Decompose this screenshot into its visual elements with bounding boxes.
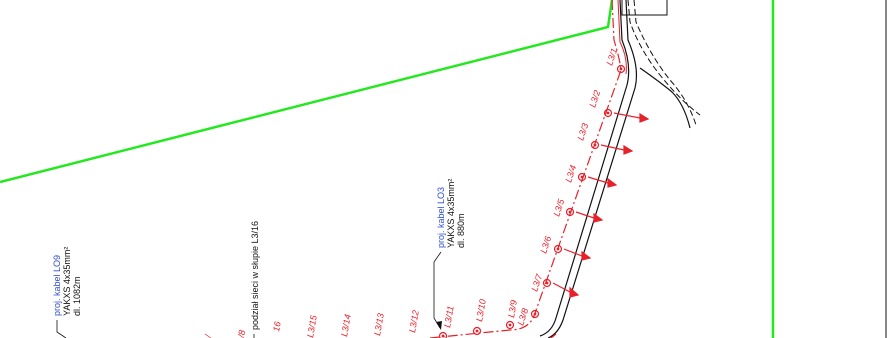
pole-label-l3-7: L3/7 — [529, 272, 544, 293]
cable-lo3-leader — [433, 251, 442, 329]
proposed-cable-route-offset — [617, 0, 627, 75]
pole-label-16: 16 — [271, 321, 283, 333]
pole-label-l3-8: L3/8 — [515, 307, 530, 327]
pole-marker-l3-8 — [530, 309, 540, 319]
pole-label-l3-10: L3/10 — [474, 298, 488, 322]
road-inner — [547, 0, 638, 338]
cable-lo9-leader — [56, 320, 67, 338]
pole-marker-l3-1 — [616, 64, 626, 74]
road-curve-right — [639, 67, 691, 129]
cable-lo3-note: proj. kabel LO3 YAKXS 4x35mm² dl. 880m — [433, 179, 466, 330]
pole-marker-l3-2 — [603, 108, 613, 118]
cable-lo9-name: proj. kabel LO9 — [52, 255, 62, 316]
road-outer — [539, 0, 630, 337]
split-note: podział sieci w słupie L3/16 — [250, 221, 260, 338]
pole-anchors — [550, 112, 650, 338]
building-outline — [621, 0, 668, 16]
cable-lo9-length: dl. 1082m — [72, 276, 82, 316]
cable-lo9-type: YAKXS 4x35mm² — [62, 247, 72, 316]
pole-marker-l3-11 — [438, 331, 448, 338]
cable-lo3-length: dl. 880m — [456, 213, 466, 248]
pole-label-l3-6: L3/6 — [538, 235, 553, 255]
pole-markers — [438, 64, 626, 338]
pole-label-l3-13: L3/13 — [372, 312, 386, 336]
pole-marker-l3-3 — [590, 140, 600, 150]
pole-label-l3-9: L3/9 — [506, 299, 519, 318]
plot-boundary-left — [0, 0, 614, 184]
pole-label-l3-3: L3/3 — [575, 122, 590, 142]
pole-marker-l3-4 — [577, 172, 587, 182]
road-edge-dashed-2 — [633, 0, 697, 126]
pole-label-l3-12: L3/12 — [407, 309, 421, 333]
cable-lo3-name: proj. kabel LO3 — [436, 187, 446, 248]
split-note-text: podział sieci w słupie L3/16 — [250, 221, 260, 330]
pole-marker-l3-10 — [472, 326, 482, 336]
pole-label-8: /8 — [236, 329, 247, 338]
pole-label-l3-11: L3/11 — [442, 305, 456, 328]
cable-lo3-arrowhead — [436, 321, 442, 330]
road-edge-dashed — [627, 0, 701, 116]
pole-label-l3-15: L3/15 — [305, 313, 319, 338]
pole-marker-l3-5 — [565, 207, 575, 217]
pole-label-partial: / — [203, 333, 214, 338]
cable-lo3-type: YAKXS 4x35mm² — [446, 179, 456, 248]
pole-labels: L3/1 L3/2 L3/3 L3/4 L3/5 L3/6 L3/7 L3/8 … — [203, 47, 619, 338]
proposed-cable-route — [429, 0, 622, 338]
pole-marker-l3-9 — [505, 320, 515, 330]
pole-label-l3-2: L3/2 — [587, 89, 602, 109]
pole-label-l3-5: L3/5 — [551, 197, 566, 218]
pole-marker-l3-7 — [542, 278, 552, 288]
cable-lo9-note: proj. kabel LO9 YAKXS 4x35mm² dl. 1082m — [52, 247, 82, 338]
pole-label-l3-14: L3/14 — [339, 313, 353, 337]
pole-marker-l3-6 — [553, 244, 563, 254]
pole-label-l3-4: L3/4 — [563, 164, 578, 184]
pole-label-l3-1: L3/1 — [604, 47, 619, 67]
